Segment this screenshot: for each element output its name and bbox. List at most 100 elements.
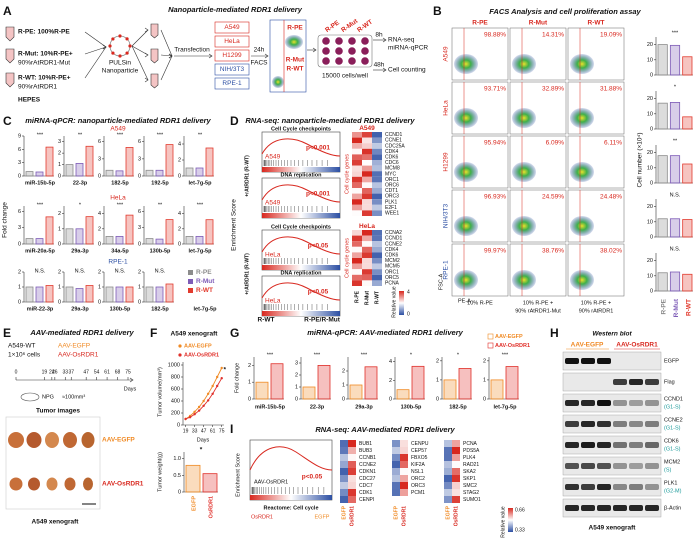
well <box>322 37 330 45</box>
heat-cell <box>372 193 382 200</box>
heat-cell <box>348 454 356 461</box>
gate-label: 10% R-PE <box>467 300 493 306</box>
x-tick-label: 33 <box>62 369 68 375</box>
significance: N.S. <box>670 192 681 198</box>
label: Cell counting <box>388 67 426 74</box>
label: NPG <box>42 394 54 400</box>
heat-cell <box>352 165 362 172</box>
band <box>597 484 611 490</box>
x-tick-label: 26 <box>52 369 58 375</box>
heat-cell <box>340 489 348 496</box>
y-tick-label: 0 <box>18 241 21 247</box>
gene: CCNB1 <box>359 455 376 461</box>
tumor <box>46 477 58 491</box>
particle <box>118 54 122 58</box>
heat-cell <box>340 482 348 489</box>
group-label: +rAtRDR1 (R-WT) <box>244 253 250 295</box>
cell-box <box>214 77 250 90</box>
heat-cell <box>400 461 408 468</box>
y-tick-label: 1000 <box>168 362 180 368</box>
significance: ** <box>158 202 163 208</box>
y-tick-label: 1 <box>483 377 486 383</box>
gene: SKA2 <box>463 469 476 475</box>
significance: *** <box>197 202 204 208</box>
gene: CCNE2 <box>385 241 402 247</box>
x-tick-label: 37 <box>68 369 74 375</box>
x-tick-label: 61 <box>104 369 110 375</box>
x-tick-label: 61 <box>210 428 216 434</box>
heat-cell <box>372 148 382 155</box>
heat-cell <box>400 468 408 475</box>
heat-cell <box>392 454 400 461</box>
label: FACS <box>251 60 269 67</box>
heat-cell <box>372 274 382 281</box>
column-label: R-PE <box>354 290 360 303</box>
heat-cell <box>362 263 372 270</box>
protein: PLK1 <box>664 480 677 486</box>
heat-cell <box>362 182 372 188</box>
cell-line: HeLa <box>224 38 240 45</box>
band <box>581 484 595 490</box>
label: R-PE: 100%R-PE <box>18 29 70 36</box>
bar <box>115 235 124 245</box>
label: R-WT: 10%R-PE+ <box>18 75 71 82</box>
heat-cell <box>392 440 400 447</box>
y-tick-label: 1 <box>18 284 21 290</box>
bar <box>25 238 34 245</box>
category-label: 130b-5p <box>110 306 131 312</box>
label: PULSin <box>109 60 131 67</box>
band <box>581 358 595 364</box>
bar <box>155 238 164 245</box>
y-tick-label: 3 <box>138 225 141 231</box>
heat-cell <box>372 246 382 253</box>
column-label: EGFP <box>341 505 347 519</box>
heat-cell <box>444 454 452 461</box>
y-tick-label: 1 <box>98 284 101 290</box>
particle <box>128 44 132 48</box>
bar <box>145 286 154 303</box>
band <box>613 484 627 490</box>
y-tick-label: 2 <box>178 226 181 232</box>
bar <box>185 464 201 493</box>
legend-swatch <box>188 279 193 284</box>
heat-cell <box>444 496 452 503</box>
y-tick-label: 0 <box>177 422 180 428</box>
rank-strip <box>262 265 340 270</box>
y-tick-label: 9 <box>18 133 21 139</box>
bar <box>105 235 114 245</box>
cell-box <box>214 49 250 62</box>
heat-cell <box>444 468 452 475</box>
heat-cell <box>372 263 382 270</box>
significance: * <box>223 367 226 374</box>
rank-strip <box>262 311 340 316</box>
y-tick-label: 0 <box>58 241 61 247</box>
heat-cell <box>352 160 362 166</box>
heat-cell <box>362 176 372 183</box>
heat-cell <box>352 137 362 144</box>
rank-strip <box>250 495 332 500</box>
facs-plot <box>509 27 567 81</box>
band <box>581 421 595 427</box>
y-tick-label: 2 <box>58 151 61 157</box>
y-tick-label: 0 <box>18 299 21 305</box>
heat-cell <box>400 447 408 454</box>
x-tick-label: 47 <box>83 369 89 375</box>
gene: PCM1 <box>411 490 425 496</box>
heat-cell <box>352 269 362 275</box>
bar <box>669 44 681 76</box>
bar <box>458 368 472 400</box>
heat-cell <box>352 154 362 160</box>
enrichment-curve <box>249 446 333 471</box>
y-tick-label: 20 <box>647 204 653 210</box>
point <box>215 375 219 379</box>
x-tick-label: 75 <box>125 369 131 375</box>
band <box>645 505 659 511</box>
y-tick-label: 1 <box>138 284 141 290</box>
axis-label: Tumor weight(g) <box>157 452 163 492</box>
well <box>322 57 330 65</box>
bar <box>35 286 44 303</box>
axis-label: Enrichment Score <box>231 199 238 251</box>
y-tick-label: 0 <box>138 173 141 179</box>
gene: CDT1 <box>385 188 398 194</box>
facs-plot <box>567 27 625 81</box>
